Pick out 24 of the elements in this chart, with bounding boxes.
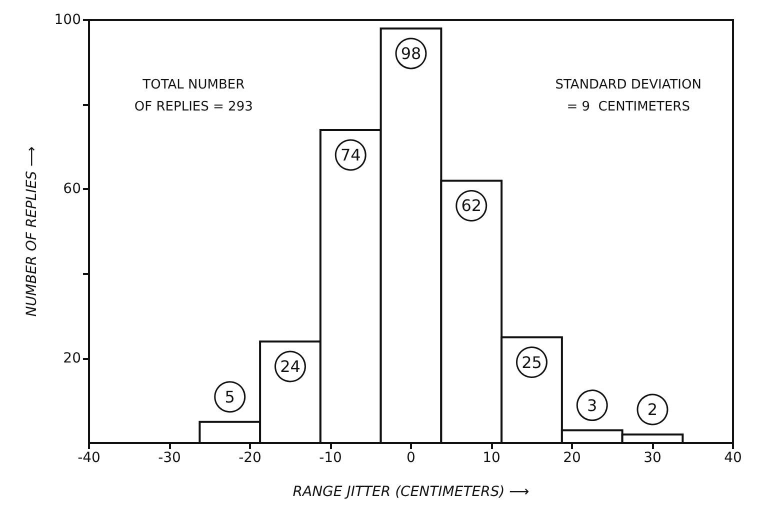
data-label: 5 (224, 387, 235, 406)
data-label: 74 (340, 145, 361, 164)
data-label: 2 (647, 400, 658, 420)
x-tick-label: 20 (563, 450, 581, 466)
y-tick-label: 100 (54, 12, 81, 28)
x-tick-label: -20 (238, 450, 262, 466)
x-tick-label: 10 (482, 450, 500, 466)
annotation: STANDARD DEVIATION = 9 CENTIMETERS (555, 78, 702, 115)
data-label: 3 (587, 396, 598, 415)
annotation: TOTAL NUMBER OF REPLIES = 293 (134, 78, 253, 115)
x-tick-label: 30 (644, 450, 662, 466)
x-tick-label: -30 (158, 450, 181, 466)
data-label: 98 (400, 44, 422, 63)
x-axis-title: RANGE JITTER (CENTIMETERS) ⟶ (292, 484, 530, 500)
data-label: 62 (461, 196, 482, 216)
x-tick-label: -40 (78, 450, 100, 466)
x-tick-label: 0 (406, 450, 416, 466)
y-axis-title: NUMBER OF REPLIES ⟶ (24, 146, 40, 317)
x-tick-label: 40 (724, 450, 742, 466)
data-label: 24 (280, 356, 300, 376)
data-label: 25 (522, 352, 542, 372)
y-tick-label: 20 (63, 350, 81, 366)
y-tick-label: 60 (63, 181, 81, 198)
x-tick-label: -10 (319, 450, 342, 466)
